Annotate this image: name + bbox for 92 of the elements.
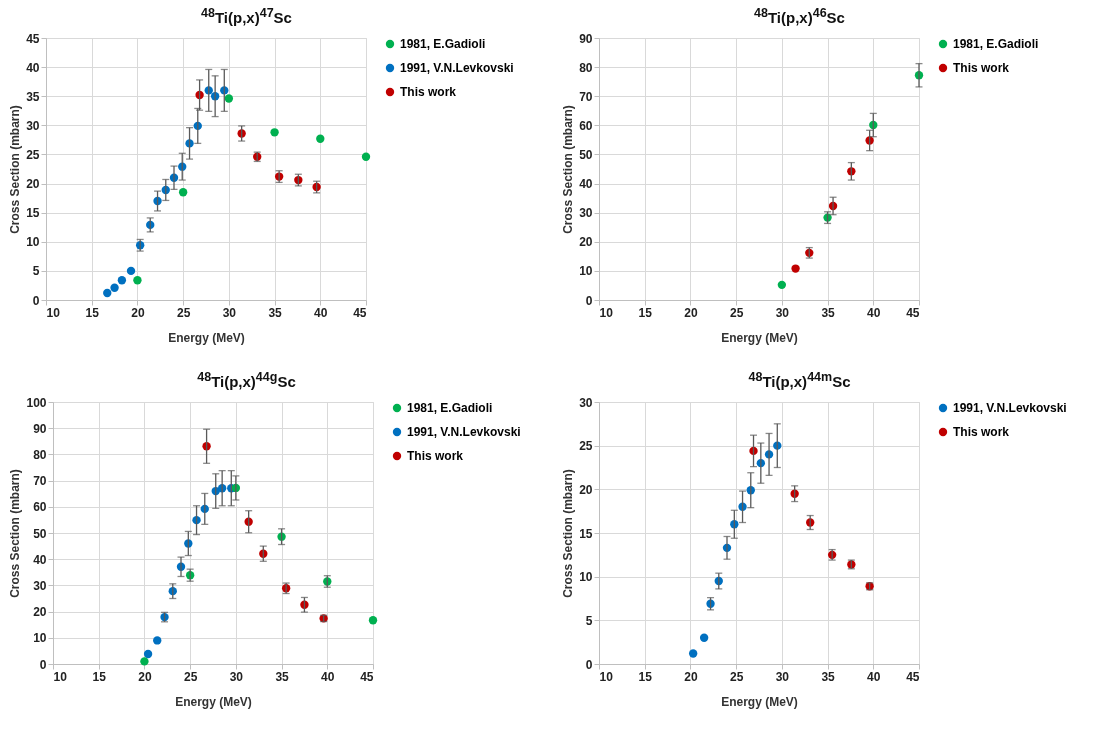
legend-label: 1991, V.N.Levkovski: [953, 401, 1067, 415]
legend-label: 1981, E.Gadioli: [953, 37, 1039, 51]
y-tick-label: 30: [579, 206, 593, 221]
x-tick-label: 20: [138, 669, 152, 684]
y-tick-label: 50: [33, 526, 47, 541]
y-tick-label: 20: [33, 605, 47, 620]
x-tick-label: 30: [229, 669, 244, 684]
y-tick-label: 5: [585, 613, 593, 628]
x-tick-label: 45: [906, 305, 920, 320]
chart-title: $^{48}$Ti(p,x)$^{47}$Sc: [200, 5, 293, 26]
y-tick-label: 0: [585, 293, 593, 308]
y-axis-title: Cross Section (mbarn): [8, 105, 23, 234]
y-tick-label: 60: [33, 500, 47, 515]
y-tick-label: 80: [579, 60, 593, 75]
y-tick-label: 25: [26, 147, 40, 162]
x-tick-label: 15: [85, 305, 100, 320]
legend-label: This work: [400, 85, 457, 99]
y-tick-label: 40: [579, 177, 593, 192]
x-tick-label: 45: [906, 669, 920, 684]
x-tick-label: 15: [638, 669, 653, 684]
y-tick-label: 0: [39, 657, 47, 672]
y-axis-title: Cross Section (mbarn): [561, 469, 576, 598]
x-tick-label: 25: [183, 669, 198, 684]
y-tick-label: 100: [26, 395, 47, 410]
y-tick-label: 40: [33, 552, 47, 567]
x-tick-label: 40: [314, 305, 328, 320]
y-tick-label: 90: [579, 31, 593, 46]
x-tick-label: 30: [775, 669, 790, 684]
x-tick-label: 40: [321, 669, 335, 684]
x-tick-label: 35: [821, 305, 836, 320]
x-tick-label: 45: [353, 305, 367, 320]
y-tick-label: 15: [579, 526, 593, 541]
y-tick-label: 10: [26, 235, 40, 250]
x-tick-label: 25: [176, 305, 191, 320]
y-tick-label: 60: [579, 118, 593, 133]
legend-label: 1981, E.Gadioli: [400, 37, 486, 51]
x-tick-label: 10: [53, 669, 68, 684]
x-tick-label: 25: [729, 305, 744, 320]
x-tick-label: 30: [775, 305, 790, 320]
x-tick-label: 15: [92, 669, 107, 684]
legend-label: This work: [953, 425, 1010, 439]
y-tick-label: 10: [33, 631, 47, 646]
y-tick-label: 45: [26, 31, 40, 46]
x-tick-label: 35: [821, 669, 836, 684]
y-tick-label: 20: [26, 177, 40, 192]
x-tick-label: 45: [360, 669, 374, 684]
y-tick-label: 70: [33, 474, 47, 489]
y-tick-label: 50: [579, 147, 593, 162]
y-tick-label: 35: [26, 89, 40, 104]
x-axis-title: Energy (MeV): [721, 330, 798, 345]
legend-label: 1981, E.Gadioli: [407, 401, 493, 415]
x-tick-label: 40: [867, 669, 881, 684]
y-tick-label: 5: [32, 264, 40, 279]
chart-title: $^{48}$Ti(p,x)$^{46}$Sc: [753, 5, 846, 26]
y-tick-label: 30: [579, 395, 593, 410]
legend-label: 1991, V.N.Levkovski: [407, 425, 521, 439]
x-tick-label: 30: [222, 305, 237, 320]
y-tick-label: 10: [579, 264, 593, 279]
y-tick-label: 0: [585, 657, 593, 672]
y-tick-label: 90: [33, 421, 47, 436]
x-tick-label: 20: [684, 669, 698, 684]
y-tick-label: 0: [32, 293, 40, 308]
x-axis-title: Energy (MeV): [168, 330, 245, 345]
y-tick-label: 30: [33, 578, 47, 593]
y-tick-label: 70: [579, 89, 593, 104]
y-axis-title: Cross Section (mbarn): [8, 469, 23, 598]
x-tick-label: 15: [638, 305, 653, 320]
y-tick-label: 20: [579, 235, 593, 250]
chart-title: $^{48}$Ti(p,x)$^{44g}$Sc: [196, 369, 297, 390]
chart-title: $^{48}$Ti(p,x)$^{44m}$Sc: [747, 369, 852, 390]
y-tick-label: 10: [579, 570, 593, 585]
y-tick-label: 25: [579, 439, 593, 454]
x-tick-label: 20: [131, 305, 145, 320]
y-tick-label: 80: [33, 447, 47, 462]
y-axis-title: Cross Section (mbarn): [561, 105, 576, 234]
legend-label: This work: [953, 61, 1010, 75]
y-tick-label: 30: [26, 118, 40, 133]
legend-label: 1991, V.N.Levkovski: [400, 61, 514, 75]
x-tick-label: 10: [599, 669, 614, 684]
x-tick-label: 35: [275, 669, 290, 684]
x-axis-title: Energy (MeV): [721, 694, 798, 709]
legend-label: This work: [407, 449, 464, 463]
x-tick-label: 10: [599, 305, 614, 320]
x-tick-label: 25: [729, 669, 744, 684]
x-tick-label: 35: [268, 305, 283, 320]
x-axis-title: Energy (MeV): [175, 694, 252, 709]
x-tick-label: 10: [46, 305, 61, 320]
x-tick-label: 20: [684, 305, 698, 320]
y-tick-label: 20: [579, 482, 593, 497]
x-tick-label: 40: [867, 305, 881, 320]
y-tick-label: 15: [26, 206, 40, 221]
y-tick-label: 40: [26, 60, 40, 75]
